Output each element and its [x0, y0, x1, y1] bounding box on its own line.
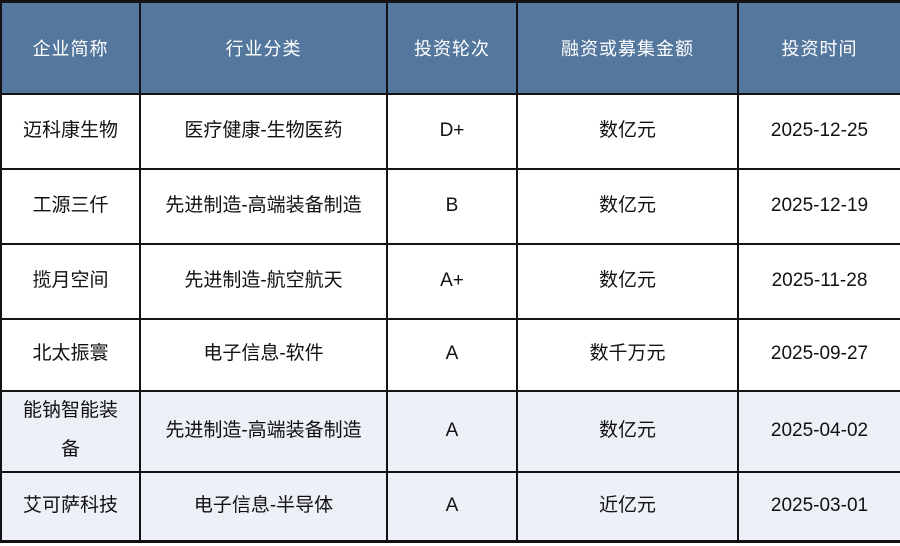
table-header-row: 企业简称 行业分类 投资轮次 融资或募集金额 投资时间	[0, 0, 900, 95]
table-row: 北太振寰 电子信息-软件 A 数千万元 2025-09-27	[0, 317, 900, 392]
column-header-company: 企业简称	[0, 0, 141, 95]
table-row: 能钠智能装备 先进制造-高端装备制造 A 数亿元 2025-04-02	[0, 389, 900, 473]
column-header-round: 投资轮次	[386, 0, 518, 95]
cell-date: 2025-03-01	[737, 470, 900, 543]
cell-round: D+	[386, 92, 518, 170]
cell-company: 揽月空间	[0, 242, 141, 320]
table-row: 迈科康生物 医疗健康-生物医药 D+ 数亿元 2025-12-25	[0, 92, 900, 170]
cell-industry: 医疗健康-生物医药	[139, 92, 388, 170]
cell-round: A	[386, 389, 518, 473]
cell-amount: 数亿元	[516, 92, 739, 170]
cell-round: A	[386, 470, 518, 543]
cell-industry: 先进制造-高端装备制造	[139, 167, 388, 245]
column-header-industry: 行业分类	[139, 0, 388, 95]
cell-company: 工源三仟	[0, 167, 141, 245]
cell-company: 迈科康生物	[0, 92, 141, 170]
cell-date: 2025-12-19	[737, 167, 900, 245]
column-header-amount: 融资或募集金额	[516, 0, 739, 95]
table-row: 揽月空间 先进制造-航空航天 A+ 数亿元 2025-11-28	[0, 242, 900, 320]
cell-amount: 近亿元	[516, 470, 739, 543]
cell-amount: 数亿元	[516, 167, 739, 245]
cell-industry: 先进制造-高端装备制造	[139, 389, 388, 473]
cell-industry: 电子信息-半导体	[139, 470, 388, 543]
cell-industry: 先进制造-航空航天	[139, 242, 388, 320]
table-row: 艾可萨科技 电子信息-半导体 A 近亿元 2025-03-01	[0, 470, 900, 543]
cell-amount: 数亿元	[516, 242, 739, 320]
table-row: 工源三仟 先进制造-高端装备制造 B 数亿元 2025-12-19	[0, 167, 900, 245]
cell-company: 艾可萨科技	[0, 470, 141, 543]
cell-date: 2025-04-02	[737, 389, 900, 473]
cell-round: A	[386, 317, 518, 392]
cell-date: 2025-11-28	[737, 242, 900, 320]
cell-company: 北太振寰	[0, 317, 141, 392]
cell-amount: 数千万元	[516, 317, 739, 392]
cell-company: 能钠智能装备	[0, 389, 141, 473]
column-header-date: 投资时间	[737, 0, 900, 95]
cell-industry: 电子信息-软件	[139, 317, 388, 392]
cell-round: A+	[386, 242, 518, 320]
cell-date: 2025-09-27	[737, 317, 900, 392]
cell-date: 2025-12-25	[737, 92, 900, 170]
cell-round: B	[386, 167, 518, 245]
cell-amount: 数亿元	[516, 389, 739, 473]
